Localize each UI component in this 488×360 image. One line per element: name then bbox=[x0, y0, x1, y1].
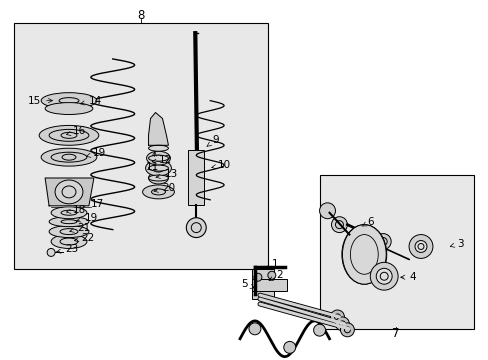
Ellipse shape bbox=[330, 310, 344, 324]
Bar bbox=[251, 269, 273, 299]
Text: 10: 10 bbox=[211, 160, 231, 170]
Text: 11: 11 bbox=[145, 152, 159, 172]
Text: 19: 19 bbox=[86, 148, 106, 158]
Ellipse shape bbox=[142, 185, 174, 199]
Ellipse shape bbox=[374, 234, 390, 249]
Text: 1: 1 bbox=[264, 259, 278, 270]
Text: 16: 16 bbox=[66, 126, 86, 136]
Text: 12: 12 bbox=[152, 155, 171, 165]
Ellipse shape bbox=[146, 151, 170, 165]
Text: 13: 13 bbox=[156, 169, 177, 179]
Bar bbox=[14, 23, 267, 269]
Text: 20: 20 bbox=[154, 183, 175, 193]
Text: 21: 21 bbox=[70, 222, 90, 233]
Ellipse shape bbox=[51, 235, 87, 248]
Bar bbox=[188, 150, 204, 205]
Bar bbox=[251, 279, 286, 291]
Ellipse shape bbox=[340, 323, 354, 337]
Ellipse shape bbox=[49, 226, 89, 238]
Bar bbox=[319, 175, 473, 329]
Ellipse shape bbox=[148, 145, 168, 151]
Ellipse shape bbox=[148, 155, 168, 161]
Text: 3: 3 bbox=[449, 239, 463, 248]
Text: 4: 4 bbox=[400, 272, 415, 282]
Ellipse shape bbox=[39, 125, 99, 145]
Ellipse shape bbox=[283, 341, 295, 353]
Ellipse shape bbox=[145, 160, 171, 176]
Text: 19: 19 bbox=[76, 213, 98, 223]
Ellipse shape bbox=[45, 103, 93, 114]
Ellipse shape bbox=[408, 235, 432, 258]
Text: 2: 2 bbox=[268, 270, 282, 280]
Ellipse shape bbox=[341, 225, 386, 284]
Ellipse shape bbox=[148, 175, 168, 181]
Ellipse shape bbox=[414, 240, 426, 252]
Text: 5: 5 bbox=[241, 279, 254, 289]
Ellipse shape bbox=[319, 203, 335, 219]
Text: 14: 14 bbox=[80, 96, 102, 105]
Ellipse shape bbox=[49, 217, 89, 227]
Ellipse shape bbox=[369, 262, 397, 290]
Ellipse shape bbox=[41, 148, 97, 166]
Text: 18: 18 bbox=[66, 205, 86, 215]
Ellipse shape bbox=[55, 180, 83, 204]
Ellipse shape bbox=[313, 324, 325, 336]
Ellipse shape bbox=[267, 271, 275, 279]
Text: 7: 7 bbox=[391, 327, 399, 340]
Ellipse shape bbox=[375, 268, 391, 284]
Ellipse shape bbox=[335, 317, 349, 331]
Ellipse shape bbox=[253, 273, 262, 281]
Ellipse shape bbox=[331, 217, 346, 233]
Ellipse shape bbox=[47, 248, 55, 256]
Text: 15: 15 bbox=[28, 96, 52, 105]
Polygon shape bbox=[148, 113, 168, 145]
Ellipse shape bbox=[51, 207, 87, 219]
Ellipse shape bbox=[148, 172, 168, 184]
Text: 8: 8 bbox=[137, 9, 144, 22]
Ellipse shape bbox=[186, 218, 206, 238]
Ellipse shape bbox=[41, 93, 97, 109]
Ellipse shape bbox=[248, 323, 261, 335]
Polygon shape bbox=[45, 178, 94, 206]
Text: 22: 22 bbox=[74, 233, 94, 243]
Text: 23: 23 bbox=[57, 244, 78, 255]
Text: 6: 6 bbox=[361, 217, 373, 227]
Ellipse shape bbox=[148, 165, 168, 171]
Text: 9: 9 bbox=[206, 135, 218, 146]
Text: 17: 17 bbox=[83, 199, 104, 209]
Ellipse shape bbox=[342, 225, 386, 284]
